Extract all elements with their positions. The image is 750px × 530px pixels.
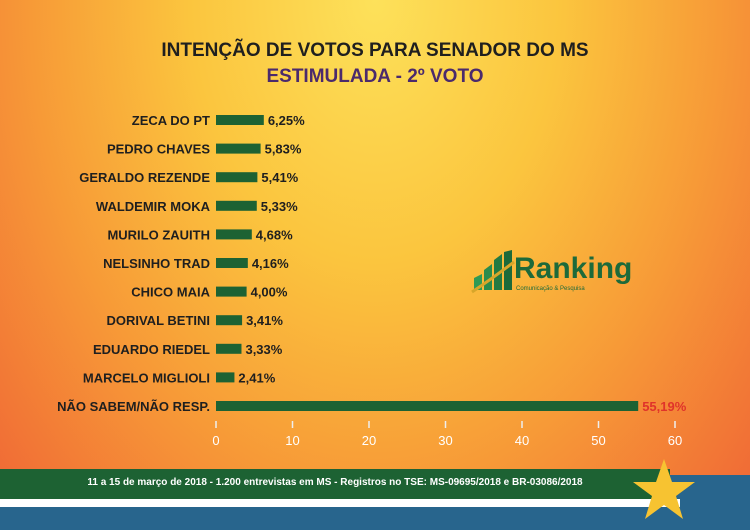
logo-name: Ranking <box>514 252 633 285</box>
x-tick-label: 50 <box>591 433 605 448</box>
data-label: 55,19% <box>642 399 687 414</box>
bar <box>216 172 258 183</box>
category-label: PEDRO CHAVES <box>107 142 210 157</box>
footer-green-band <box>0 469 670 499</box>
data-label: 3,33% <box>245 342 282 357</box>
ranking-logo: Ranking Comunicação & Pesquisa <box>470 250 632 299</box>
x-tick-label: 40 <box>515 433 529 448</box>
x-tick-label: 20 <box>362 433 376 448</box>
bar <box>216 286 247 297</box>
chart-subtitle: ESTIMULADA - 2º VOTO <box>266 66 484 87</box>
footer-text: 11 a 15 de março de 2018 - 1.200 entrevi… <box>87 477 583 488</box>
data-label: 4,16% <box>252 256 289 271</box>
category-label: DORIVAL BETINI <box>106 313 210 328</box>
category-label: MARCELO MIGLIOLI <box>83 370 210 385</box>
bar <box>216 143 261 154</box>
bar <box>216 315 243 326</box>
category-label: WALDEMIR MOKA <box>96 199 211 214</box>
data-label: 4,68% <box>256 227 293 242</box>
bar <box>216 115 264 125</box>
category-label: GERALDO REZENDE <box>79 170 210 185</box>
category-label: ZECA DO PT <box>132 113 210 128</box>
bar <box>216 343 242 354</box>
category-label: NÃO SABEM/NÃO RESP. <box>57 399 210 414</box>
x-tick-label: 60 <box>668 433 682 448</box>
category-label: NELSINHO TRAD <box>103 256 210 271</box>
bar <box>216 372 235 383</box>
bar <box>216 258 248 268</box>
data-label: 4,00% <box>251 285 288 300</box>
bar <box>216 229 252 240</box>
data-label: 5,83% <box>265 142 302 157</box>
x-tick-label: 10 <box>285 433 299 448</box>
data-label: 5,41% <box>261 170 298 185</box>
data-label: 6,25% <box>268 113 305 128</box>
category-label: EDUARDO RIEDEL <box>93 342 210 357</box>
x-tick-label: 0 <box>212 433 219 448</box>
footer-blue-stripe <box>0 507 750 530</box>
chart-title: INTENÇÃO DE VOTOS PARA SENADOR DO MS <box>161 40 589 61</box>
logo-bars-icon <box>471 250 515 294</box>
bar-chart: ZECA DO PT 6,25% PEDRO CHAVES 5,83% GERALDO … <box>57 113 687 448</box>
category-label: MURILO ZAUITH <box>107 227 210 242</box>
bar <box>216 200 257 211</box>
bar <box>216 401 639 411</box>
x-tick-label: 30 <box>438 433 452 448</box>
data-label: 5,33% <box>261 199 298 214</box>
logo-tagline: Comunicação & Pesquisa <box>516 286 585 292</box>
category-label: CHICO MAIA <box>131 285 210 300</box>
footer-white-stripe <box>0 499 680 507</box>
data-label: 2,41% <box>238 370 275 385</box>
data-label: 3,41% <box>246 313 283 328</box>
